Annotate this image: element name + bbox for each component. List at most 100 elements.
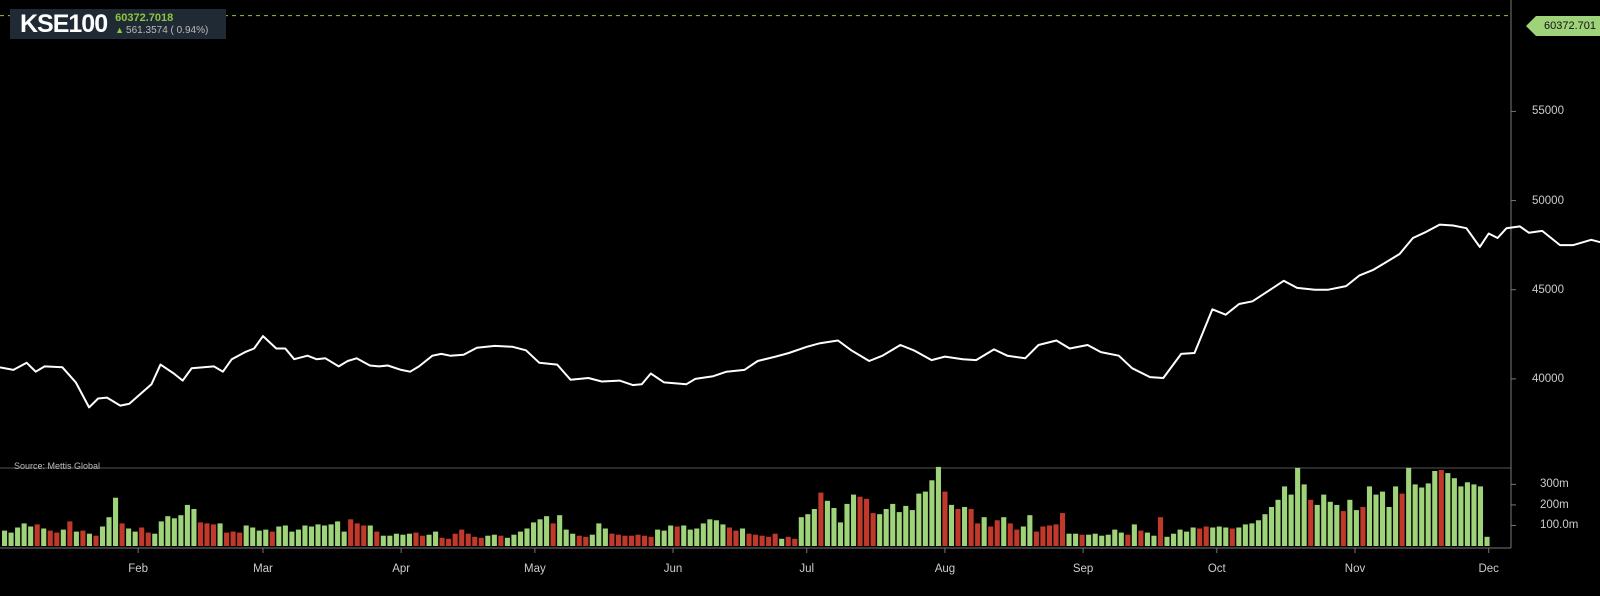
volume-bar bbox=[805, 514, 811, 546]
volume-bar bbox=[126, 528, 132, 546]
volume-bar bbox=[844, 503, 850, 546]
volume-bar bbox=[668, 525, 674, 546]
volume-bar bbox=[922, 491, 928, 546]
volume-bar bbox=[1229, 528, 1235, 546]
volume-bar bbox=[1386, 507, 1392, 546]
volume-bar bbox=[1268, 507, 1275, 546]
volume-bar bbox=[387, 535, 393, 546]
x-tick-label: Feb bbox=[128, 563, 149, 575]
volume-bar bbox=[256, 530, 262, 546]
volume-bar bbox=[929, 480, 935, 546]
volume-bar bbox=[41, 528, 47, 546]
volume-bar bbox=[1308, 499, 1314, 546]
volume-bar bbox=[798, 517, 804, 546]
volume-bar bbox=[570, 533, 576, 546]
volume-bar bbox=[576, 535, 582, 546]
volume-bar bbox=[1184, 531, 1190, 546]
volume-bar bbox=[1086, 534, 1092, 546]
volume-bar bbox=[158, 521, 164, 546]
volume-bar bbox=[485, 535, 491, 546]
volume-bar bbox=[850, 494, 857, 546]
volume-bar bbox=[67, 521, 73, 546]
volume-bar bbox=[302, 525, 308, 546]
volume-bar bbox=[1419, 487, 1425, 546]
volume-bar bbox=[583, 536, 589, 546]
volume-bar bbox=[1249, 523, 1255, 546]
volume-bar bbox=[1406, 467, 1412, 546]
volume-bar bbox=[890, 503, 896, 546]
volume-bar bbox=[1105, 534, 1111, 546]
volume-bar bbox=[517, 531, 524, 546]
volume-bar bbox=[955, 509, 961, 546]
volume-bar bbox=[1451, 478, 1457, 546]
volume-bar bbox=[465, 533, 471, 546]
volume-bar bbox=[426, 534, 432, 546]
volume-bar bbox=[753, 534, 759, 546]
volume-bar bbox=[184, 504, 190, 546]
volume-bar bbox=[1295, 467, 1301, 546]
volume-bar bbox=[348, 519, 354, 546]
volume-bar bbox=[883, 509, 889, 546]
volume-bar bbox=[1073, 533, 1079, 546]
volume-bar bbox=[54, 532, 60, 546]
volume-bar bbox=[145, 532, 151, 546]
volume-bar bbox=[1171, 533, 1177, 546]
quote-values: 60372.7018 ▲ 561.3574 ( 0.94%) bbox=[115, 12, 208, 37]
volume-bar bbox=[779, 538, 785, 546]
volume-bar bbox=[726, 527, 732, 546]
x-tick-label: Nov bbox=[1344, 563, 1366, 575]
symbol-badge: KSE100 60372.7018 ▲ 561.3574 ( 0.94%) bbox=[10, 9, 226, 39]
volume-bar bbox=[824, 500, 830, 546]
volume-bar bbox=[1053, 524, 1059, 546]
x-tick-label: Apr bbox=[392, 563, 411, 575]
volume-bar bbox=[1138, 530, 1144, 546]
volume-bar bbox=[113, 497, 119, 546]
volume-bar bbox=[1471, 484, 1477, 546]
volume-bar bbox=[1190, 527, 1196, 546]
volume-bar bbox=[93, 535, 99, 546]
volume-bar bbox=[1040, 526, 1046, 546]
price-line bbox=[0, 223, 1600, 409]
volume-bar bbox=[733, 530, 739, 546]
volume-bar bbox=[165, 516, 171, 546]
volume-bar bbox=[1438, 470, 1444, 546]
volume-bar bbox=[1353, 510, 1359, 546]
volume-bar bbox=[361, 525, 367, 546]
volume-bar bbox=[896, 512, 902, 546]
volume-bar bbox=[328, 524, 334, 546]
volume-bar bbox=[785, 536, 791, 546]
volume-bar bbox=[1262, 514, 1268, 546]
x-tick-label: Jun bbox=[663, 563, 683, 575]
volume-bar bbox=[374, 531, 380, 546]
volume-bar bbox=[8, 532, 14, 546]
volume-bar bbox=[282, 525, 288, 546]
volume-bar bbox=[34, 524, 40, 546]
volume-bar bbox=[511, 534, 517, 546]
volume-bar bbox=[419, 535, 426, 546]
volume-bar bbox=[1458, 486, 1464, 546]
volume-bar bbox=[766, 536, 772, 546]
volume-bar bbox=[2, 530, 8, 546]
volume-bar bbox=[413, 532, 419, 546]
volume-bar bbox=[178, 515, 184, 546]
volume-bar bbox=[60, 529, 66, 546]
volume-bar bbox=[1203, 526, 1209, 546]
volume-bar bbox=[171, 518, 177, 546]
volume-bar bbox=[1340, 511, 1346, 546]
volume-bar bbox=[132, 531, 138, 546]
volume-bar bbox=[916, 493, 922, 546]
volume-bar bbox=[439, 537, 445, 546]
volume-bar bbox=[713, 520, 719, 546]
volume-bar bbox=[152, 533, 158, 546]
volume-bar bbox=[870, 513, 876, 546]
volume-bar bbox=[818, 492, 824, 546]
volume-bar bbox=[1020, 526, 1026, 546]
volume-bar bbox=[335, 521, 341, 546]
volume-bar bbox=[15, 527, 21, 546]
volume-bar bbox=[1092, 533, 1098, 546]
change-value: ▲ 561.3574 ( 0.94%) bbox=[115, 24, 208, 37]
volume-bar bbox=[1118, 532, 1124, 546]
volume-bar bbox=[935, 466, 941, 546]
volume-bar bbox=[498, 535, 504, 546]
volume-bar bbox=[276, 526, 282, 546]
